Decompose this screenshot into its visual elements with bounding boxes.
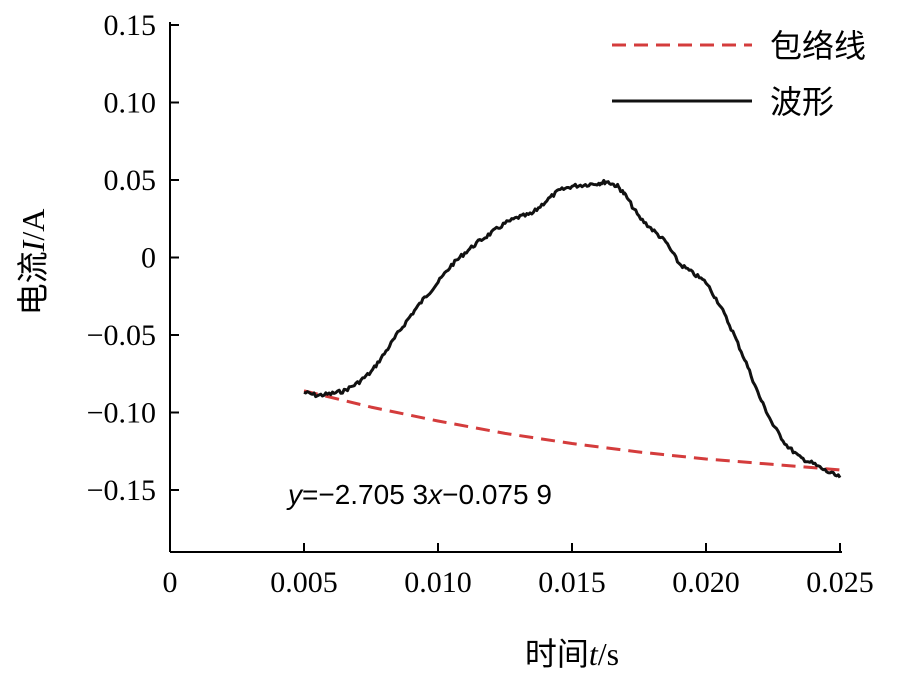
x-axis-label-var: t bbox=[589, 636, 599, 672]
x-tick-label: 0.005 bbox=[270, 566, 338, 599]
legend: 包络线 波形 bbox=[612, 27, 866, 121]
y-axis-label-prefix: 电流 bbox=[14, 251, 52, 315]
x-tick-label: 0 bbox=[163, 566, 178, 599]
y-tick-label: −0.05 bbox=[87, 319, 156, 352]
fit-equation-y: y bbox=[286, 479, 304, 510]
fit-equation-x: x bbox=[426, 479, 443, 510]
y-tick-label: 0.15 bbox=[104, 9, 157, 42]
x-tick-label: 0.025 bbox=[806, 566, 874, 599]
y-tick-label: −0.15 bbox=[87, 474, 156, 507]
fit-equation: y=−2.705 3x−0.075 9 bbox=[286, 479, 552, 510]
legend-label-envelope: 包络线 bbox=[770, 27, 866, 65]
y-axis-label-var: I bbox=[15, 239, 51, 252]
waveform-series-line bbox=[303, 178, 842, 479]
envelope-series-line bbox=[303, 389, 841, 472]
x-axis-label-unit: /s bbox=[598, 636, 619, 672]
fit-equation-rest: −0.075 9 bbox=[442, 479, 552, 510]
x-axis-label: 时间t/s bbox=[525, 635, 619, 673]
y-tick-label: −0.10 bbox=[87, 397, 156, 430]
y-tick-label: 0 bbox=[141, 242, 156, 275]
x-tick-label: 0.010 bbox=[404, 566, 472, 599]
y-axis-label-unit: /A bbox=[15, 209, 51, 241]
x-tick-label: 0.015 bbox=[538, 566, 606, 599]
legend-label-waveform: 波形 bbox=[770, 83, 834, 121]
y-ticks: 0.15 0.10 0.05 0 −0.05 −0.10 −0.15 bbox=[87, 9, 179, 507]
y-tick-label: 0.10 bbox=[104, 87, 157, 120]
x-axis-label-prefix: 时间 bbox=[525, 635, 589, 673]
y-axis-label: 电流I/A bbox=[14, 209, 52, 316]
fit-equation-coef: =−2.705 3 bbox=[302, 479, 428, 510]
y-tick-label: 0.05 bbox=[104, 164, 157, 197]
x-tick-label: 0.020 bbox=[672, 566, 740, 599]
x-ticks: 0 0.005 0.010 0.015 0.020 0.025 bbox=[163, 543, 874, 599]
series-layer bbox=[303, 178, 842, 479]
